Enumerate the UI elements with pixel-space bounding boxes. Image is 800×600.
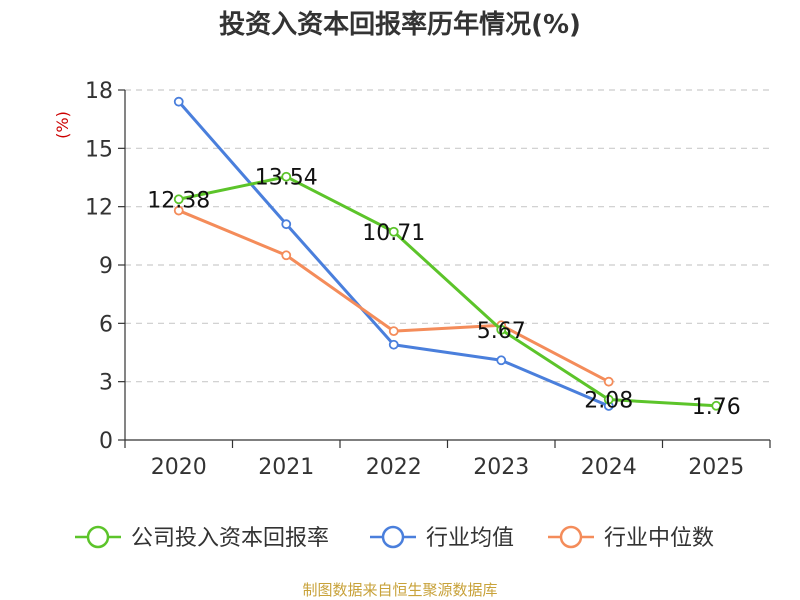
series-1-point-2021	[281, 219, 292, 230]
y-tick-label-18: 18	[85, 79, 113, 104]
data-label-2025: 1.76	[692, 395, 741, 420]
series-0-point-2025	[711, 400, 722, 411]
series-group	[173, 96, 722, 411]
grid-lines	[125, 89, 770, 383]
series-1-point-2020	[173, 96, 184, 107]
chart-title: 投资入资本回报率历年情况(%)	[219, 9, 581, 40]
legend-marker-1	[381, 525, 405, 549]
axes: 0 3 6 9 12 15 18 2020 2021 2022 2023 2024 2025	[85, 79, 771, 480]
x-tick-label-2020: 2020	[151, 455, 207, 480]
data-label-2024: 2.08	[584, 389, 633, 414]
y-tick-label-15: 15	[85, 137, 113, 162]
legend-label-2[interactable]: 行业中位数	[604, 526, 714, 551]
x-tick-label-2025: 2025	[688, 455, 744, 480]
x-tick-label-2021: 2021	[258, 455, 314, 480]
series-1-point-2023	[496, 355, 507, 366]
series-2-point-2021	[281, 250, 292, 261]
source-note: 制图数据来自恒生聚源数据库	[302, 581, 497, 599]
legend[interactable]: 公司投入资本回报率 行业均值 行业中位数	[75, 525, 714, 551]
data-label-2023: 5.67	[477, 319, 526, 344]
series-2-point-2020	[173, 205, 184, 216]
y-tick-label-0: 0	[99, 429, 113, 454]
y-axis-unit: (%)	[53, 111, 72, 139]
x-tick-label-2023: 2023	[473, 455, 529, 480]
data-label-2022: 10.71	[362, 221, 425, 246]
x-tick-label-2024: 2024	[581, 455, 637, 480]
legend-marker-2	[559, 525, 583, 549]
series-2-point-2024	[603, 376, 614, 387]
data-labels: 12.38 13.54 10.71 5.67 2.08 1.76	[147, 166, 740, 420]
series-0-point-2022	[388, 226, 399, 237]
series-2-point-2022	[388, 326, 399, 337]
legend-marker-0	[86, 525, 110, 549]
series-1-point-2022	[388, 339, 399, 350]
series-line-0	[178, 175, 717, 408]
y-tick-label-6: 6	[99, 312, 113, 337]
series-0-point-2021	[281, 171, 292, 182]
data-label-2021: 13.54	[255, 166, 318, 191]
series-0-point-2024	[603, 394, 614, 405]
data-label-2020: 12.38	[147, 188, 210, 213]
legend-label-0[interactable]: 公司投入资本回报率	[131, 526, 329, 551]
y-tick-label-9: 9	[99, 254, 113, 279]
y-tick-label-12: 12	[85, 196, 113, 221]
x-tick-label-2022: 2022	[366, 455, 422, 480]
legend-label-1[interactable]: 行业均值	[426, 526, 514, 551]
series-line-1	[177, 100, 610, 408]
series-0-point-2020	[173, 194, 184, 205]
y-tick-label-3: 3	[99, 371, 113, 396]
series-0-point-2023	[496, 324, 507, 335]
